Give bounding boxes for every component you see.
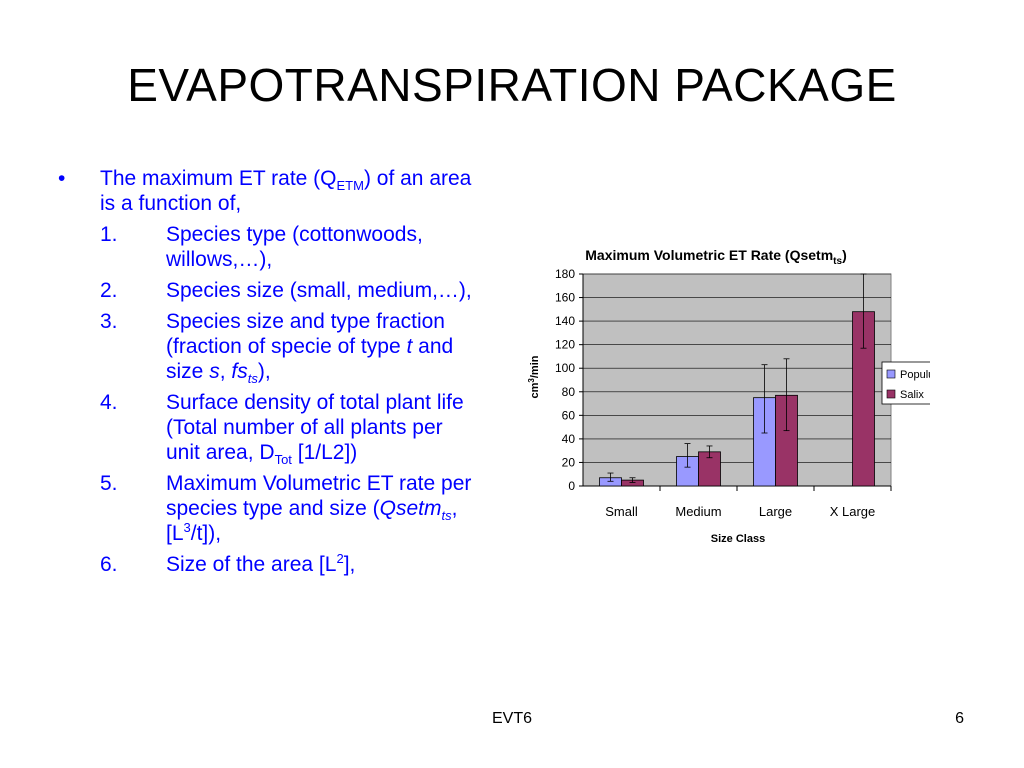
list-item: 2. Species size (small, medium,…), [100, 278, 478, 303]
x-tick-label: X Large [830, 504, 876, 519]
list-item: 6. Size of the area [L2], [100, 552, 478, 577]
y-tick-label: 0 [568, 479, 575, 493]
list-item: 1. Species type (cottonwoods, willows,…)… [100, 222, 478, 272]
list-text-part: Size of the area [L [166, 553, 337, 576]
list-superscript: 3 [183, 520, 191, 535]
list-subscript: ts [247, 371, 258, 387]
list-subscript: Tot [274, 452, 292, 468]
y-tick-label: 120 [555, 338, 575, 352]
y-tick-label: 80 [562, 385, 576, 399]
intro-text-part: ) of an area is a function of, [100, 167, 472, 215]
plot-area: 0 20 40 60 80 100 120 140 160 180 Small Medium Large… [555, 267, 930, 519]
list-text-part: Surface density of total plant life (Tot… [166, 391, 464, 464]
list-text: Maximum Volumetric ET rate per species t… [166, 471, 478, 546]
list-number: 1. [100, 223, 118, 246]
list-number: 5. [100, 472, 118, 495]
list-text: Species type (cottonwoods, willows,…), [166, 223, 423, 271]
list-text-part: Species size and type fraction (fraction… [166, 310, 445, 358]
y-tick-label: 160 [555, 291, 575, 305]
list-text-italic: s [209, 360, 220, 383]
list-text-part: , [L [166, 497, 458, 545]
list-text: Species size (small, medium,…), [166, 279, 472, 302]
list-text-part: /t]), [190, 522, 222, 545]
chart-title: Maximum Volumetric ET Rate (Qsetmts) [585, 247, 847, 267]
list-text: Species size and type fraction (fraction… [166, 309, 478, 387]
y-tick-label: 140 [555, 314, 575, 328]
intro-text-part: The maximum ET rate (Q [100, 167, 337, 190]
y-tick-label: 180 [555, 267, 575, 281]
legend-label: Populus [900, 369, 930, 381]
list-number: 3. [100, 310, 118, 333]
list-text-part: ], [343, 553, 356, 576]
list-text-part: and size [166, 335, 454, 383]
list-item: 3. Species size and type fraction (fract… [100, 309, 478, 387]
y-tick-label: 100 [555, 361, 575, 375]
list-text-part: ), [257, 360, 271, 383]
list-item: 5. Maximum Volumetric ET rate per specie… [100, 471, 478, 546]
slide-title: EVAPOTRANSPIRATION PACKAGE [127, 59, 897, 111]
intro-text: The maximum ET rate (QETM) of an area is… [100, 166, 478, 216]
bullet-marker: • [58, 167, 66, 190]
list-text-italic: fs [231, 360, 248, 383]
intro-subscript: ETM [336, 178, 364, 194]
list-text: Surface density of total plant life (Tot… [166, 390, 478, 468]
plot-background [582, 273, 892, 487]
footer-label: EVT6 [491, 710, 532, 727]
y-tick-label: 40 [562, 432, 576, 446]
y-tick-label: 60 [562, 408, 576, 422]
list-number: 4. [100, 391, 118, 414]
bullet-item: • The maximum ET rate (QETM) of an area … [58, 166, 478, 216]
x-tick-label: Large [759, 504, 792, 519]
et-rate-chart: Maximum Volumetric ET Rate (Qsetmts) 0 20… [527, 247, 930, 545]
list-number: 2. [100, 279, 118, 302]
list-text: Size of the area [L2], [166, 552, 478, 577]
page-number: 6 [955, 710, 964, 727]
list-subscript: ts [441, 508, 452, 524]
legend-swatch [886, 369, 896, 379]
list-text-part: Maximum Volumetric ET rate per species t… [166, 472, 472, 520]
y-axis-label: cm3/min [527, 355, 541, 398]
numbered-list: 1. Species type (cottonwoods, willows,…)… [58, 222, 478, 577]
list-text-italic: Qsetm [379, 497, 442, 520]
list-superscript: 2 [336, 551, 344, 566]
y-tick-label: 20 [562, 455, 576, 469]
legend-swatch [886, 389, 896, 399]
list-text-part: , [219, 360, 232, 383]
x-axis-label: Size Class [711, 533, 765, 545]
legend-label: Salix [900, 389, 924, 401]
x-tick-label: Small [605, 504, 638, 519]
content-area: • The maximum ET rate (QETM) of an area … [58, 166, 478, 583]
list-item: 4. Surface density of total plant life (… [100, 390, 478, 468]
list-text-part: [1/L2]) [291, 441, 358, 464]
x-tick-label: Medium [675, 504, 721, 519]
list-text-italic: t [406, 335, 413, 358]
list-number: 6. [100, 553, 118, 576]
